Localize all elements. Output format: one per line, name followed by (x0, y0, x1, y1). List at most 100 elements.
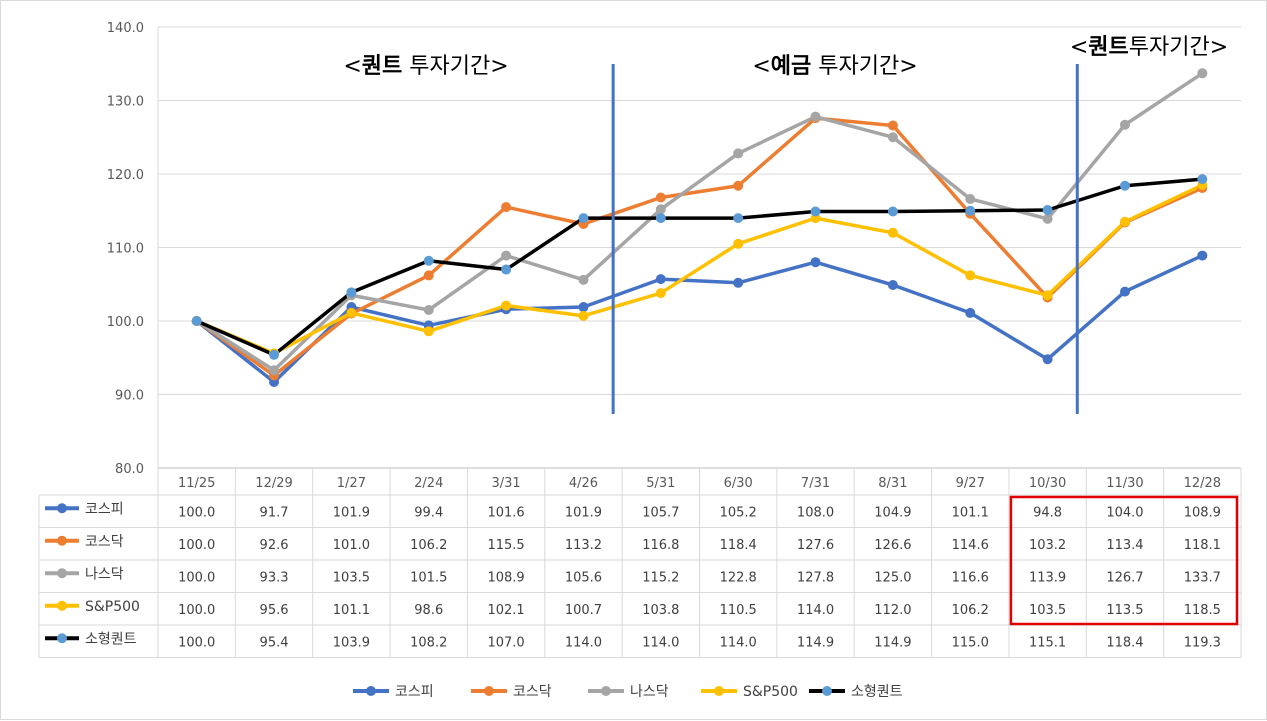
data-label: 103.2 (1029, 538, 1066, 553)
data-point (733, 277, 744, 288)
x-tick-label: 7/31 (801, 476, 830, 491)
data-label: 93.3 (260, 570, 289, 585)
data-point (578, 274, 589, 285)
data-point (965, 307, 976, 318)
x-tick-label: 9/27 (956, 476, 985, 491)
x-tick-label: 5/31 (646, 476, 675, 491)
table-row-label: 소형퀀트 (85, 631, 137, 647)
data-label: 105.6 (565, 570, 602, 585)
data-point (1042, 354, 1053, 365)
data-label: 106.2 (410, 538, 447, 553)
data-label: 104.0 (1106, 505, 1143, 520)
data-label: 101.6 (487, 505, 524, 520)
data-label: 94.8 (1033, 505, 1062, 520)
data-label: 113.5 (1106, 603, 1143, 618)
data-point (965, 205, 976, 216)
data-point (1119, 180, 1130, 191)
data-label: 113.9 (1029, 570, 1066, 585)
data-label: 102.1 (487, 603, 524, 618)
legend-marker (484, 686, 494, 696)
data-label: 100.0 (178, 505, 215, 520)
y-tick-label: 90.0 (115, 389, 144, 404)
y-tick-label: 110.0 (107, 242, 144, 257)
y-tick-label: 130.0 (107, 95, 144, 110)
data-point (346, 307, 357, 318)
data-label: 114.0 (642, 635, 679, 650)
data-label: 103.9 (333, 635, 370, 650)
x-tick-label: 6/30 (724, 476, 753, 491)
data-point (423, 326, 434, 337)
data-label: 105.7 (642, 505, 679, 520)
data-point (1197, 174, 1208, 185)
x-tick-label: 3/31 (492, 476, 521, 491)
series-line (195, 253, 1204, 384)
data-point (269, 349, 280, 360)
data-point (501, 202, 512, 213)
data-label: 106.2 (952, 603, 989, 618)
data-label: 115.0 (952, 635, 989, 650)
table-row-label: 코스피 (85, 501, 124, 517)
data-label: 114.0 (797, 603, 834, 618)
data-point (965, 270, 976, 281)
data-point (965, 193, 976, 204)
data-label: 108.2 (410, 635, 447, 650)
table-legend-marker (57, 535, 67, 546)
legend-marker (822, 686, 832, 696)
table-legend-marker (57, 633, 67, 644)
data-label: 119.3 (1184, 635, 1221, 650)
data-point (887, 206, 898, 217)
data-label: 100.0 (178, 570, 215, 585)
data-point (501, 264, 512, 275)
period-annotation: <퀀트 투자기간> (343, 54, 508, 79)
data-label: 108.9 (1184, 505, 1221, 520)
data-label: 101.5 (410, 570, 447, 585)
data-point (191, 316, 202, 326)
data-point (655, 274, 666, 285)
legend-label: 나스닥 (630, 684, 669, 700)
data-point (655, 288, 666, 299)
data-label: 115.5 (487, 538, 524, 553)
data-point (578, 302, 589, 313)
data-label: 108.0 (797, 505, 834, 520)
legend-label: 코스닥 (513, 684, 552, 700)
data-point (887, 227, 898, 238)
data-label: 113.4 (1106, 538, 1143, 553)
data-label: 127.8 (797, 570, 834, 585)
y-tick-label: 80.0 (115, 462, 144, 477)
data-label: 108.9 (487, 570, 524, 585)
data-point (346, 287, 357, 298)
table-legend-marker (57, 503, 67, 514)
data-point (578, 310, 589, 321)
data-label: 103.5 (333, 570, 370, 585)
x-tick-label: 11/25 (178, 476, 215, 491)
data-label: 122.8 (720, 570, 757, 585)
data-label: 127.6 (797, 538, 834, 553)
series-line (195, 116, 1204, 378)
data-label: 118.1 (1184, 538, 1221, 553)
data-label: 98.6 (414, 603, 443, 618)
x-tick-label: 10/30 (1029, 476, 1066, 491)
data-label: 91.7 (260, 505, 289, 520)
data-label: 114.0 (565, 635, 602, 650)
data-point (810, 206, 821, 217)
data-label: 112.0 (874, 603, 911, 618)
x-tick-label: 1/27 (337, 476, 366, 491)
data-label: 126.6 (874, 538, 911, 553)
data-label: 118.4 (1106, 635, 1143, 650)
data-point (1119, 216, 1130, 227)
legend-marker (601, 686, 611, 696)
data-point (1042, 290, 1053, 301)
series-line (195, 71, 1204, 372)
x-tick-label: 12/28 (1184, 476, 1221, 491)
data-label: 103.5 (1029, 603, 1066, 618)
legend-marker (366, 686, 376, 696)
data-point (733, 238, 744, 249)
table-row-label: 코스닥 (85, 534, 124, 550)
x-tick-label: 8/31 (878, 476, 907, 491)
data-label: 104.9 (874, 505, 911, 520)
x-tick-label: 12/29 (255, 476, 292, 491)
data-label: 115.1 (1029, 635, 1066, 650)
data-label: 115.2 (642, 570, 679, 585)
